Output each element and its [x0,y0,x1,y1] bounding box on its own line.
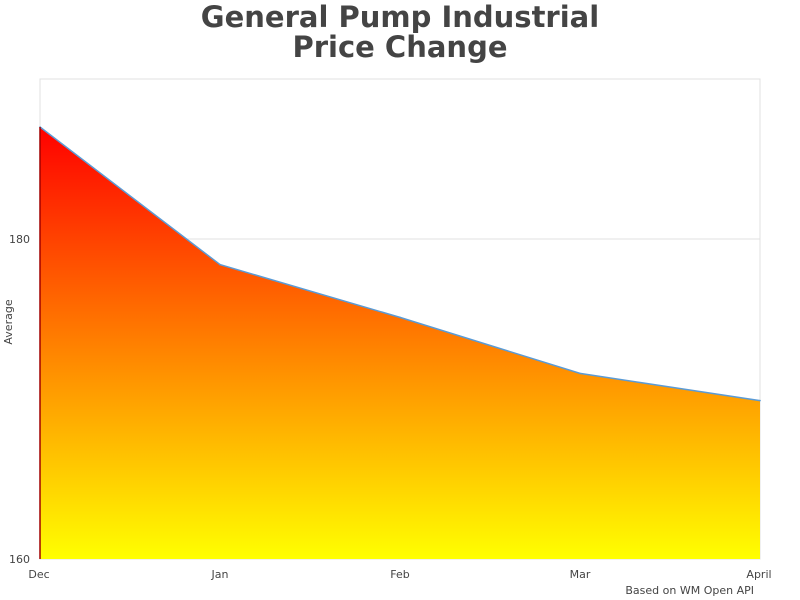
y-tick-label: 160 [9,553,30,566]
area-fill [40,127,760,559]
x-tick-label: Feb [390,568,409,581]
data-point-jan [219,263,221,266]
title-line-1: General Pump Industrial [200,0,600,34]
x-tick-label: Jan [211,568,229,581]
x-tick-label: Dec [28,568,49,581]
y-axis-label: Average [2,299,15,344]
x-tick-label: Mar [570,568,591,581]
data-point-april [759,399,761,402]
credit-text: Based on WM Open API [625,584,754,597]
title-line-2: Price Change [292,30,508,64]
x-tick-label: April [746,568,771,581]
data-point-feb [399,316,401,319]
y-tick-label: 180 [9,233,30,246]
chart-title: General Pump Industrial Price Change [0,2,800,62]
data-point-mar [579,372,581,375]
